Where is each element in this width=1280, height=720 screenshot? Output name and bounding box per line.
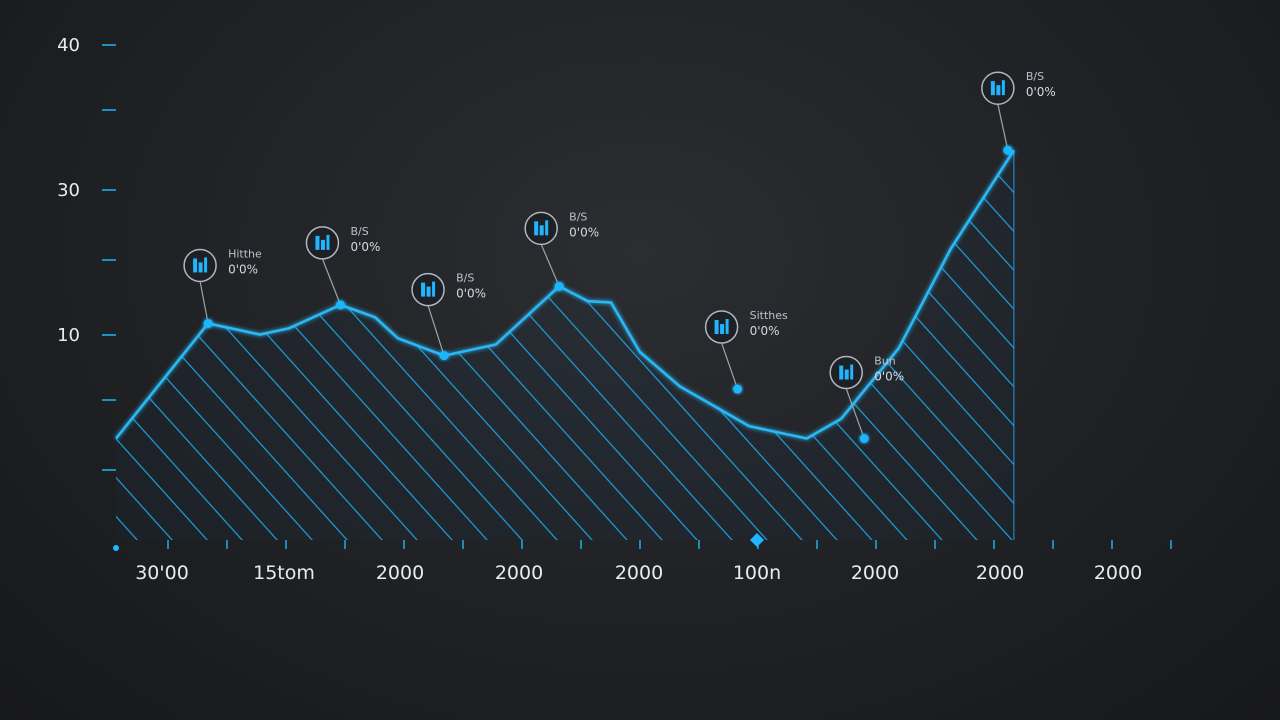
data-point bbox=[203, 318, 213, 328]
x-tick-label: 15tom bbox=[253, 562, 315, 584]
y-tick-label: 10 bbox=[57, 325, 80, 346]
annotation-marker: Sitthes 0'0% bbox=[704, 309, 788, 394]
marker-stem bbox=[845, 388, 865, 439]
x-axis-diamond-marker bbox=[750, 533, 764, 547]
x-tick-label: 2000 bbox=[1094, 562, 1142, 584]
chart-icon bbox=[315, 234, 330, 250]
data-point bbox=[859, 434, 869, 444]
marker-value: 0'0% bbox=[569, 225, 599, 239]
origin-dot bbox=[113, 545, 119, 551]
chart-icon bbox=[193, 257, 208, 273]
y-tick-label: 30 bbox=[57, 180, 80, 201]
marker-label: B/S bbox=[1026, 70, 1044, 83]
annotation-marker: Hitthe 0'0% bbox=[183, 247, 262, 328]
marker-value: 0'0% bbox=[874, 370, 904, 384]
series-line bbox=[114, 149, 1015, 440]
x-tick-label: 100n bbox=[733, 562, 781, 584]
marker-stem bbox=[321, 258, 342, 306]
area-fill bbox=[116, 150, 1014, 540]
marker-label: B/S bbox=[569, 210, 587, 223]
marker-stem bbox=[997, 104, 1009, 151]
x-tick-label: 30'00 bbox=[135, 562, 189, 584]
chart-icon bbox=[839, 364, 854, 380]
data-point bbox=[335, 300, 345, 310]
x-tick-label: 2000 bbox=[376, 562, 424, 584]
marker-stem bbox=[721, 342, 739, 390]
marker-label: Bun bbox=[874, 355, 896, 368]
annotation-marker: B/S 0'0% bbox=[411, 272, 486, 361]
data-point bbox=[554, 281, 564, 291]
marker-value: 0'0% bbox=[456, 287, 486, 301]
marker-label: B/S bbox=[456, 272, 474, 285]
annotation-marker: B/S 0'0% bbox=[305, 225, 380, 310]
x-tick-label: 2000 bbox=[851, 562, 899, 584]
marker-label: B/S bbox=[350, 225, 368, 238]
marker-label: Hitthe bbox=[228, 247, 262, 260]
marker-value: 0'0% bbox=[1026, 85, 1056, 99]
annotation-marker: Bun 0'0% bbox=[829, 355, 904, 444]
chart-icon bbox=[714, 319, 729, 335]
marker-stem bbox=[427, 305, 445, 356]
marker-value: 0'0% bbox=[350, 240, 380, 254]
data-point bbox=[733, 384, 743, 394]
marker-value: 0'0% bbox=[750, 324, 780, 338]
marker-stem bbox=[199, 281, 209, 324]
data-point bbox=[1003, 145, 1013, 155]
marker-stem bbox=[540, 244, 560, 287]
x-tick-label: 2000 bbox=[495, 562, 543, 584]
chart-icon bbox=[421, 281, 436, 297]
x-tick-label: 2000 bbox=[615, 562, 663, 584]
marker-value: 0'0% bbox=[228, 262, 258, 276]
x-tick-label: 2000 bbox=[976, 562, 1024, 584]
annotation-marker: B/S 0'0% bbox=[524, 210, 599, 291]
y-tick-label: 40 bbox=[57, 35, 80, 56]
marker-label: Sitthes bbox=[750, 309, 788, 322]
chart-icon bbox=[990, 80, 1005, 96]
chart-icon bbox=[534, 220, 549, 236]
annotation-marker: B/S 0'0% bbox=[981, 70, 1056, 155]
data-point bbox=[439, 351, 449, 361]
